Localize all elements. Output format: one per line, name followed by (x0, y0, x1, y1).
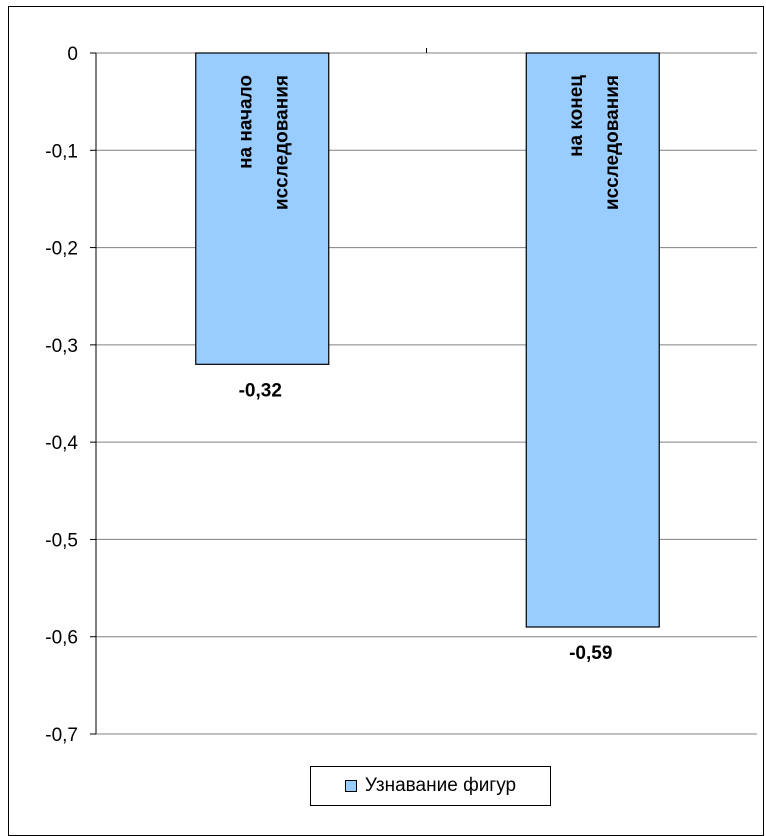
y-tick-label: -0,4 (45, 433, 78, 454)
bar-category-label-line: на начало (235, 75, 256, 169)
bar-category-label-line: исследования (271, 75, 292, 210)
y-tick-label: -0,6 (45, 628, 78, 649)
bar-category-label-line: исследования (602, 75, 623, 210)
y-tick-label: -0,1 (45, 141, 78, 162)
bar-category-label-line: на конец (566, 75, 587, 157)
legend: Узнавание фигур (310, 766, 551, 806)
legend-label: Узнавание фигур (364, 775, 517, 796)
y-tick-label: -0,3 (45, 336, 78, 357)
data-label: -0,59 (569, 643, 612, 664)
bar (195, 52, 330, 365)
bar (525, 52, 660, 628)
bar-category-label: на конец исследования (566, 75, 623, 210)
y-tick-label: -0,7 (45, 725, 78, 746)
legend-swatch (344, 780, 357, 792)
y-tick-label: 0 (67, 44, 78, 65)
data-label: -0,32 (239, 380, 282, 401)
y-tick-label: -0,2 (45, 239, 78, 260)
bar-category-label: на начало исследования (235, 75, 292, 210)
y-tick-label: -0,5 (45, 530, 78, 551)
